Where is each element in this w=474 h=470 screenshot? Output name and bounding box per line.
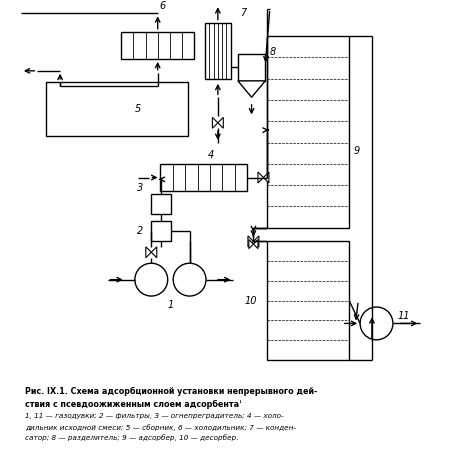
- Bar: [205, 23, 231, 79]
- Text: 11: 11: [398, 311, 410, 321]
- Polygon shape: [254, 240, 258, 249]
- Bar: [151, 221, 171, 242]
- Text: 5: 5: [135, 104, 141, 114]
- Text: 6: 6: [159, 1, 165, 11]
- Bar: [121, 31, 194, 59]
- Polygon shape: [258, 172, 264, 183]
- Bar: [160, 164, 247, 191]
- Circle shape: [360, 307, 393, 340]
- Polygon shape: [146, 247, 151, 258]
- Polygon shape: [248, 236, 254, 247]
- Polygon shape: [238, 81, 265, 97]
- Text: Рис. IX.1. Схема адсорбционной установки непрерывного дей-: Рис. IX.1. Схема адсорбционной установки…: [26, 387, 318, 396]
- Bar: [267, 242, 349, 360]
- Text: 1, 11 — газодувки; 2 — фильтры, 3 — огнепреградитель; 4 — холо-: 1, 11 — газодувки; 2 — фильтры, 3 — огне…: [26, 413, 284, 419]
- Text: 10: 10: [245, 296, 257, 306]
- Circle shape: [135, 263, 168, 296]
- Text: 3: 3: [137, 183, 144, 194]
- Polygon shape: [254, 236, 259, 247]
- Bar: [267, 36, 349, 227]
- Text: 4: 4: [208, 150, 214, 160]
- Bar: [151, 194, 171, 214]
- Polygon shape: [264, 172, 269, 183]
- Bar: [238, 54, 265, 81]
- Text: 7: 7: [240, 8, 246, 18]
- Polygon shape: [151, 247, 157, 258]
- Polygon shape: [249, 240, 254, 249]
- Text: 9: 9: [353, 146, 360, 156]
- Polygon shape: [212, 118, 218, 128]
- Text: сатор; 8 — разделитель; 9 — адсорбер, 10 — десорбер.: сатор; 8 — разделитель; 9 — адсорбер, 10…: [26, 435, 239, 441]
- Bar: [46, 82, 188, 136]
- Circle shape: [173, 263, 206, 296]
- Polygon shape: [218, 118, 223, 128]
- Text: 1: 1: [167, 300, 173, 310]
- Text: ствия с псевдоожиженным слоем адсорбентаʾ: ствия с псевдоожиженным слоем адсорбента…: [26, 400, 243, 409]
- Text: 8: 8: [270, 47, 276, 57]
- Text: дильник исходной смеси; 5 — сборник, 6 — холодильник; 7 — конден-: дильник исходной смеси; 5 — сборник, 6 —…: [26, 424, 296, 431]
- Text: 2: 2: [137, 227, 144, 236]
